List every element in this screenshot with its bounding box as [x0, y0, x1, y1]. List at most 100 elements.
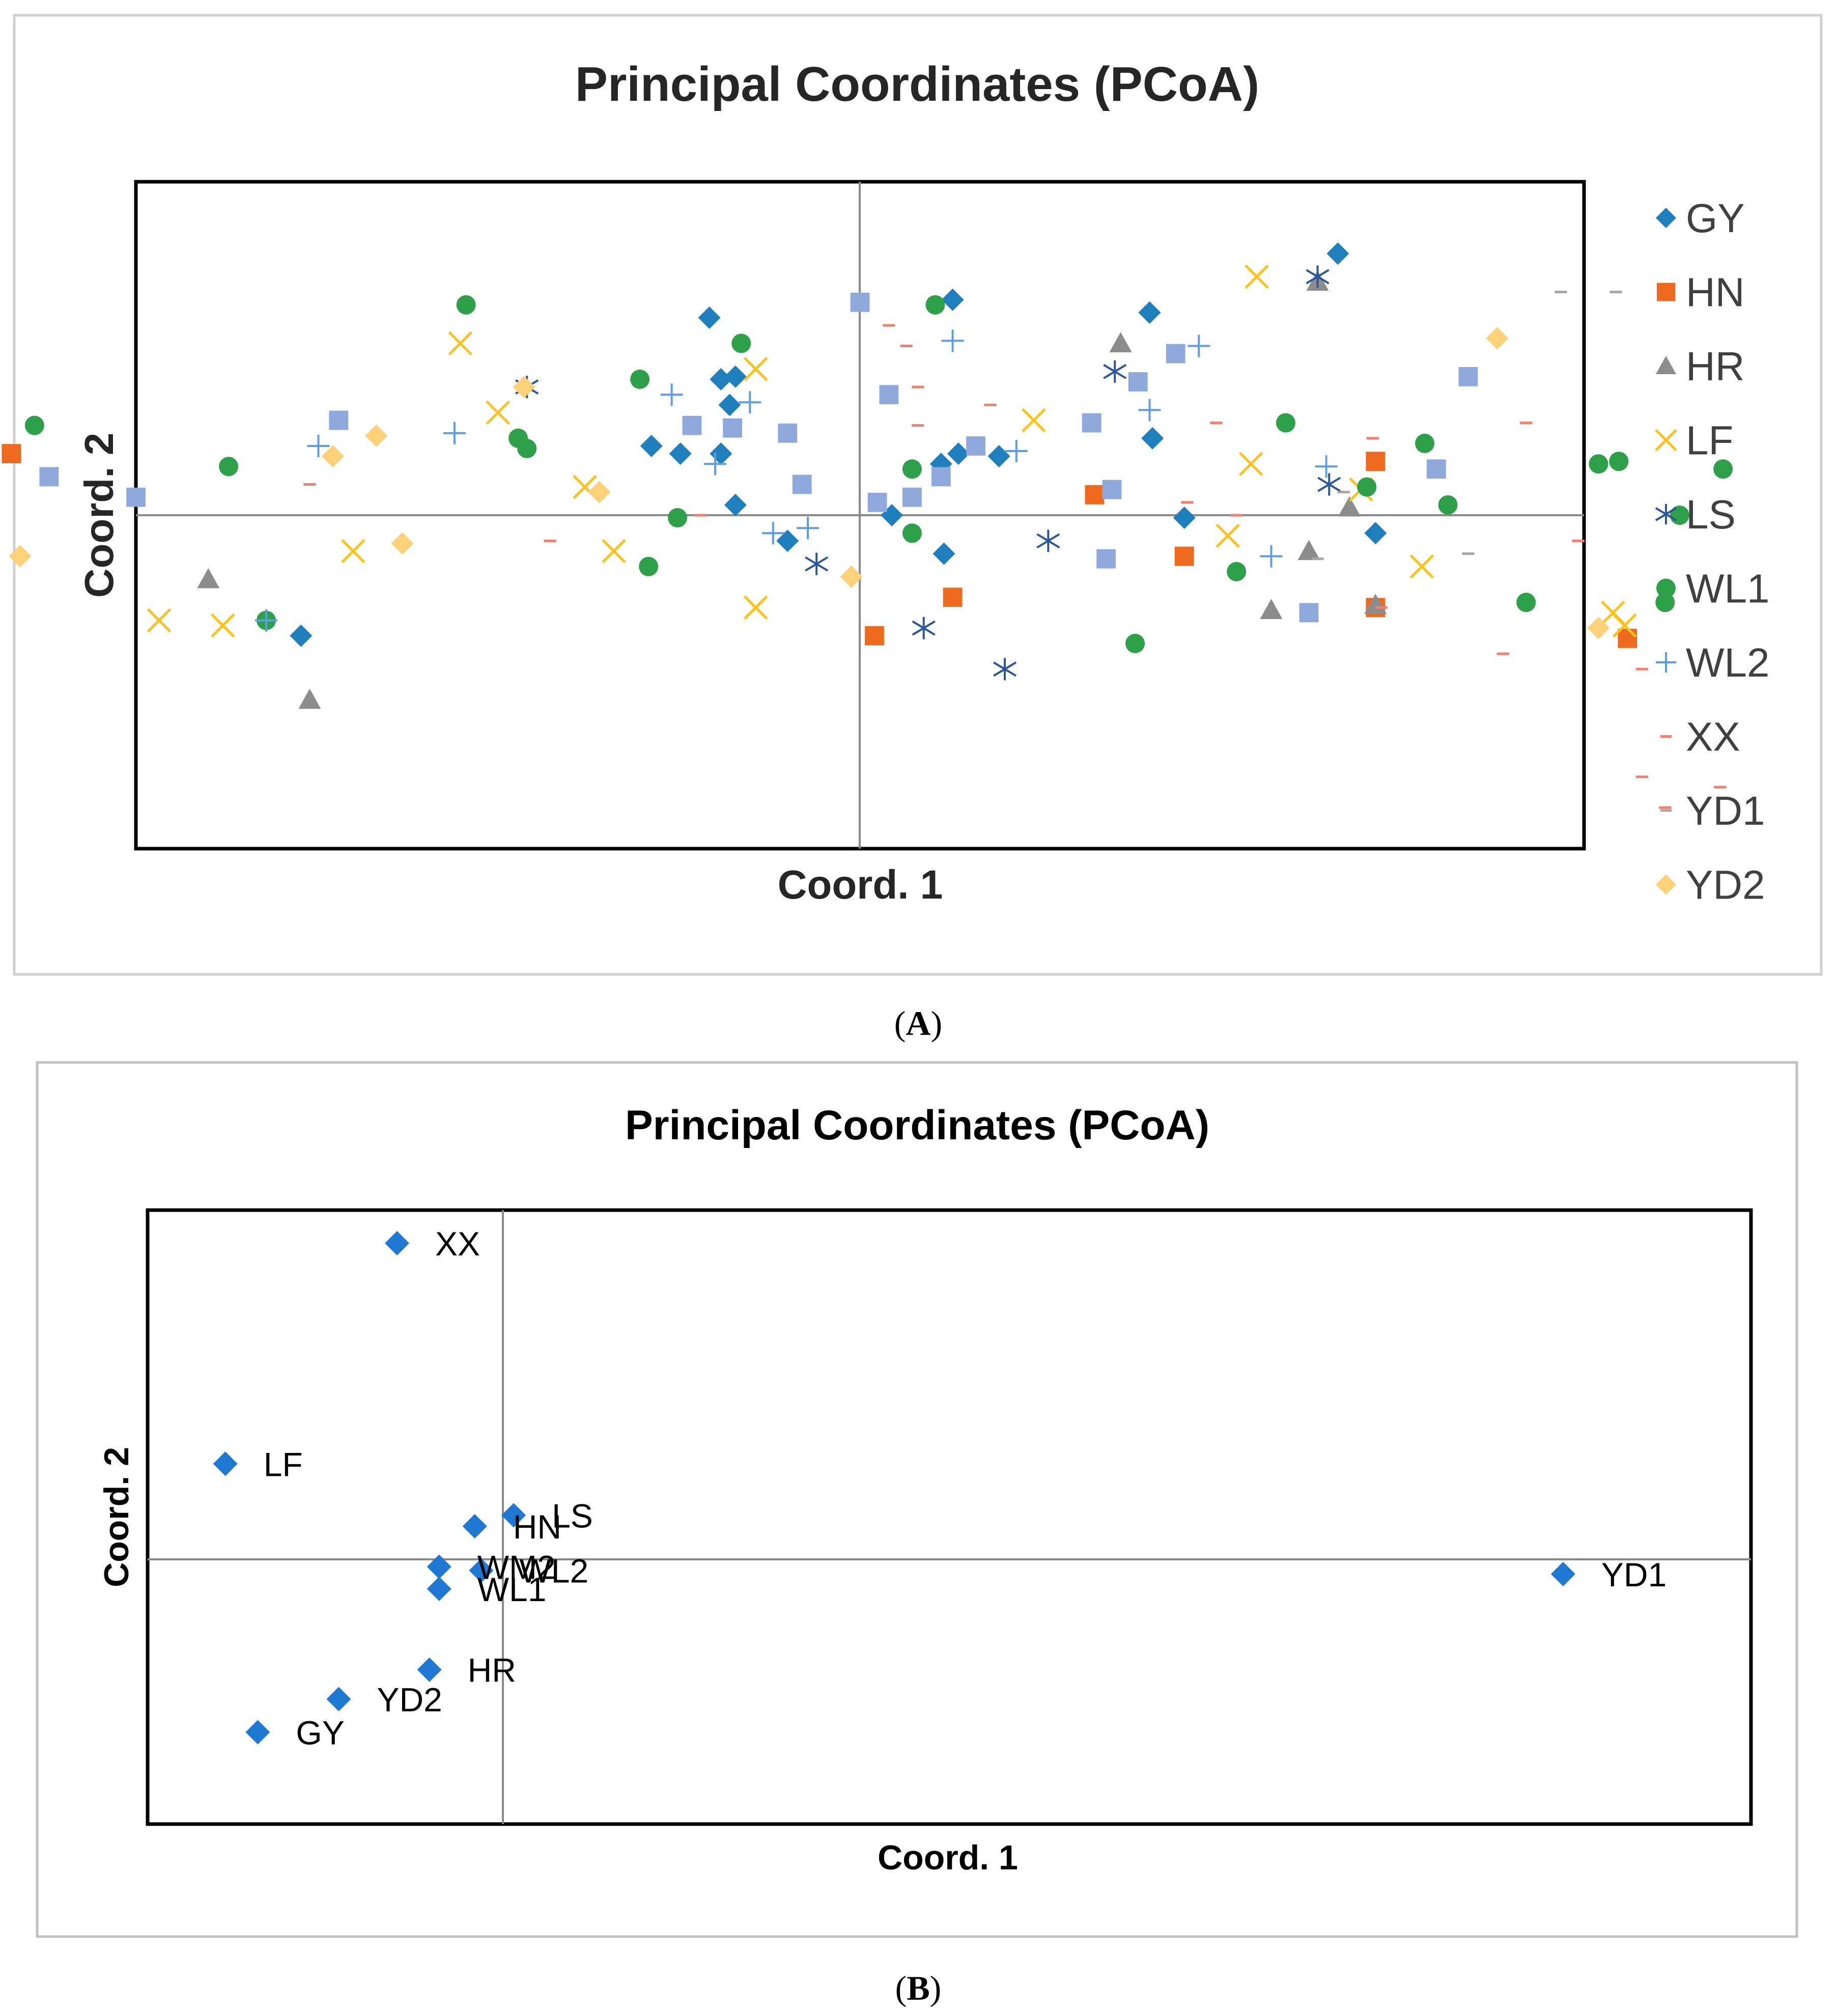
point-yd2-6: [840, 565, 863, 588]
point-ls-2: [912, 617, 936, 639]
label-wl2: WL2: [519, 1552, 588, 1590]
label-yd1: YD1: [1601, 1556, 1666, 1593]
point-wl1-13: [668, 508, 688, 528]
point-gy: [245, 1720, 270, 1745]
panel-b-title: Principal Coordinates (PCoA): [625, 1102, 1209, 1149]
point-ls: [501, 1503, 526, 1528]
label-xx: XX: [435, 1225, 480, 1263]
point-square-5: [778, 423, 798, 443]
point-hr-7: [1364, 594, 1387, 614]
point-wl1-26: [1125, 633, 1145, 653]
point-wl2-11: [1260, 545, 1283, 568]
point-wl1: [427, 1576, 451, 1601]
point-square-14: [1102, 480, 1122, 499]
point-wl1-23: [1655, 593, 1675, 612]
point-hr-4: [1338, 496, 1361, 517]
point-yd2-0: [9, 545, 32, 568]
point-wl2-3: [660, 383, 683, 406]
point-wl2-1: [307, 434, 330, 457]
point-lf-10: [1238, 452, 1263, 476]
point-square-13: [1082, 413, 1101, 433]
point-lf-16: [1612, 613, 1637, 638]
point-wl2-2: [443, 422, 466, 444]
point-square-8: [879, 385, 899, 405]
point-hn-4: [943, 587, 963, 607]
point-lf-12: [1245, 264, 1269, 289]
point-ls-7: [1317, 473, 1341, 496]
legend-label-yd1: YD1: [1686, 788, 1765, 833]
legend-label-hn: HN: [1686, 270, 1745, 315]
point-hr-2: [1109, 332, 1132, 353]
legend-label-hr: HR: [1686, 344, 1745, 389]
point-lf-9: [1022, 408, 1046, 433]
point-lf-1: [147, 608, 172, 633]
legend-label-ls: LS: [1686, 492, 1736, 537]
point-gy-16: [1173, 507, 1196, 529]
point-yd2-4: [588, 481, 611, 503]
point-wl1-14: [902, 523, 922, 543]
panel-b-plot-area: [146, 1208, 1753, 1826]
label-wm2: WM2: [477, 1548, 556, 1586]
point-yd2-8: [1587, 617, 1610, 639]
point-lf-14: [1409, 554, 1434, 579]
point-hn-1: [1085, 485, 1105, 505]
legend-marker-gy: [1656, 208, 1676, 228]
point-lf-11: [1216, 523, 1240, 548]
point-gy-17: [1364, 522, 1387, 545]
point-gy-8: [776, 529, 799, 552]
point-wl1-19: [1589, 454, 1608, 474]
point-gy-3: [718, 394, 741, 416]
point-square-7: [850, 292, 870, 312]
point-square-10: [902, 487, 922, 507]
point-wl1-7: [731, 333, 751, 353]
legend-label-wl2: WL2: [1686, 640, 1770, 685]
panel-a-y-label: Coord. 2: [76, 433, 122, 598]
point-hn-0: [2, 444, 21, 463]
point-wl1-4: [219, 457, 239, 477]
panel-b-caption: (B): [895, 1969, 942, 2007]
point-ls-3: [993, 658, 1017, 681]
label-hr: HR: [468, 1651, 516, 1689]
point-hr-0: [197, 568, 220, 589]
label-hn: HN: [513, 1508, 561, 1546]
panel-a-legend: GY HN HR LF LS WL1 WL2 XX YD1 YD2: [1655, 195, 1770, 908]
legend-label-xx: XX: [1686, 714, 1740, 760]
legend-marker-ls: [1655, 504, 1677, 524]
point-wl1-6: [630, 369, 650, 389]
legend-item-xx: XX: [1660, 714, 1740, 760]
point-wl1-2: [24, 415, 44, 435]
panel-a-x-label: Coord. 1: [778, 862, 943, 907]
label-ls: LS: [552, 1497, 593, 1534]
point-hr-6: [1260, 599, 1283, 620]
panel-a-caption: (A): [894, 1004, 942, 1043]
point-yd2-3: [391, 532, 414, 555]
point-gy-19: [640, 434, 663, 457]
point-square-6: [792, 474, 812, 494]
point-wl2-0: [255, 609, 278, 632]
point-gy-11: [1326, 242, 1349, 265]
point-wl1-15: [1276, 413, 1295, 433]
point-square-17: [1166, 344, 1185, 363]
point-lf: [213, 1451, 238, 1476]
legend-label-yd2: YD2: [1686, 862, 1765, 908]
point-gy-2: [710, 368, 732, 390]
point-gy-6: [669, 442, 692, 465]
point-square-2: [126, 487, 146, 507]
point-yd2-7: [1486, 327, 1509, 350]
point-wl1-16: [1357, 477, 1377, 497]
legend-label-gy: GY: [1686, 195, 1745, 241]
point-hn-3: [1174, 546, 1194, 566]
point-square-20: [1458, 367, 1478, 386]
point-gy-0: [290, 624, 313, 647]
point-lf-3: [486, 400, 511, 425]
point-wl2-12: [761, 522, 784, 545]
point-lf-6: [743, 357, 768, 381]
point-wl2: [469, 1558, 494, 1583]
point-hr-1: [298, 688, 321, 709]
point-gy-12: [1141, 427, 1164, 450]
legend-marker-hr: [1656, 356, 1676, 374]
point-wl2-4: [739, 391, 761, 414]
panel-b-caption-letter: B: [907, 1969, 929, 2007]
panel-a-points: [2, 242, 1733, 809]
